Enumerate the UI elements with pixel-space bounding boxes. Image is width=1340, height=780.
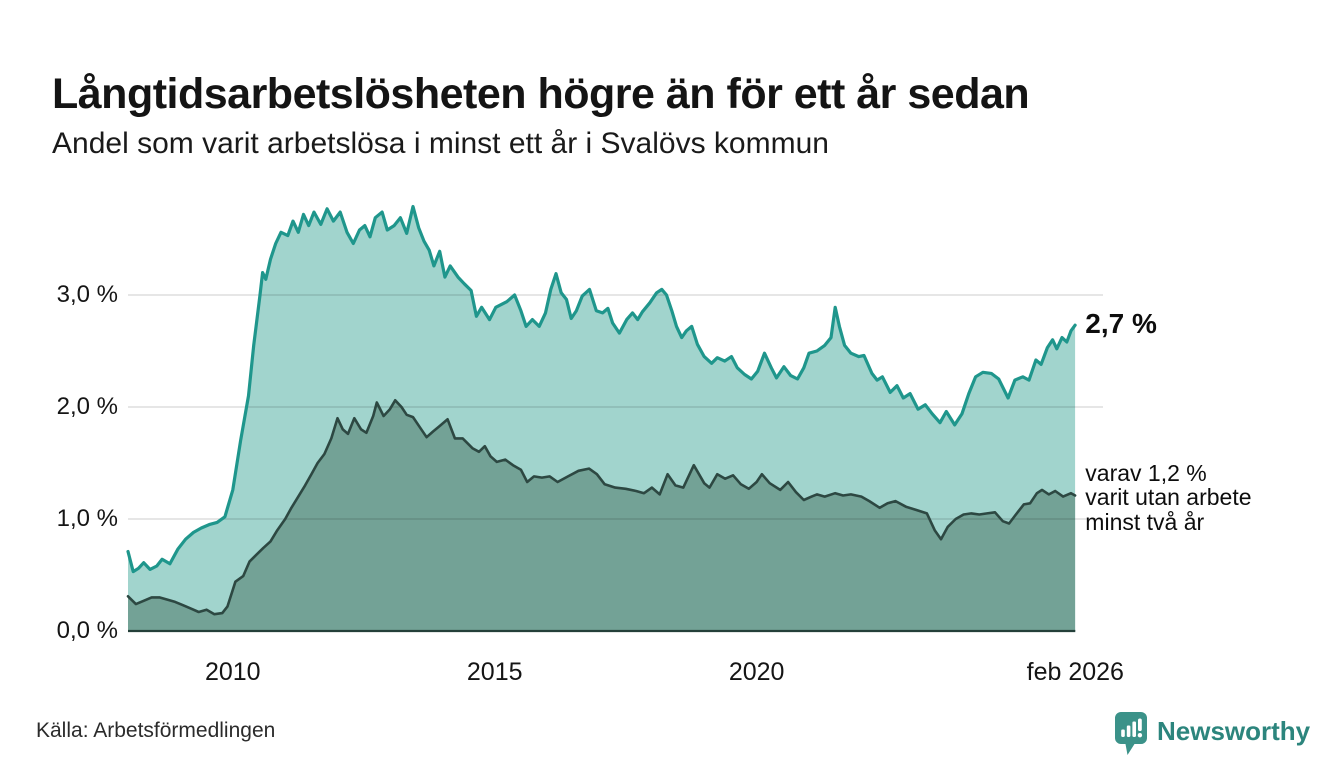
x-tick-label: feb 2026 [1026,658,1124,686]
newsworthy-brand-text: Newsworthy [1157,715,1311,746]
annotation-latest-two-year: varav 1,2 % varit utan arbete minst två år [1085,461,1251,535]
series-1-area [128,400,1076,631]
annotation-latest-two-year-line: varit utan arbete [1085,484,1252,511]
chart-title: Långtidsarbetslösheten högre än för ett … [52,69,1030,118]
annotation-latest-two-year-line: minst två år [1085,508,1205,535]
newsworthy-brand: Newsworthy [1114,710,1310,758]
x-tick-label: 2020 [728,658,785,686]
y-tick-label: 1,0 % [56,505,118,532]
newsworthy-logo-icon [1115,712,1147,755]
annotation-latest-two-year-line: varav 1,2 % [1085,459,1207,486]
y-tick-label: 0,0 % [56,617,118,644]
chart-subtitle: Andel som varit arbetslösa i minst ett å… [52,127,829,160]
y-tick-label: 2,0 % [56,393,118,420]
series-1-line [126,399,1077,616]
y-tick-label: 3,0 % [56,281,118,308]
x-tick-label: 2010 [204,658,261,686]
annotation-latest-total: 2,7 % [1085,308,1157,340]
source-note: Källa: Arbetsförmedlingen [36,719,276,742]
series-0-line [126,204,1077,574]
x-tick-label: 2015 [466,658,523,686]
